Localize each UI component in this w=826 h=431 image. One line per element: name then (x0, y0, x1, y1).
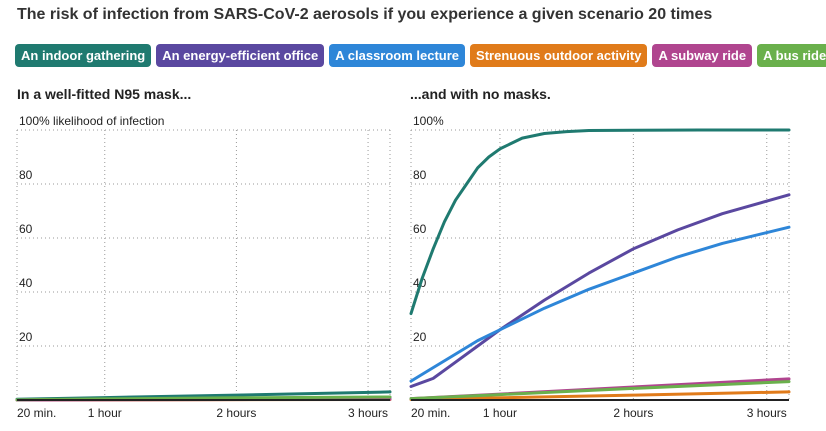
legend-classroom-lecture[interactable]: A classroom lecture (329, 44, 466, 67)
legend-energy-efficient-office[interactable]: An energy-efficient office (156, 44, 325, 67)
legend-subway-ride[interactable]: A subway ride (652, 44, 753, 67)
series-line-strenuous-outdoor-activity (409, 390, 791, 401)
y-tick-label: 40 (19, 276, 33, 290)
x-tick-label: 20 min. (17, 406, 56, 420)
legend-bus-ride[interactable]: A bus ride (757, 44, 826, 67)
series-line-a-classroom-lecture (409, 225, 791, 383)
left-chart-n95-mask: 20 40 60 80 100% likelihood of infection 20 m… (15, 114, 392, 420)
x-tick-label: 3 hours (747, 406, 787, 420)
right-chart-subtitle: ...and with no masks. (410, 86, 551, 102)
legend-strenuous-outdoor-activity[interactable]: Strenuous outdoor activity (470, 44, 648, 67)
y-tick-label: 100% likelihood of infection (19, 114, 164, 128)
y-tick-label: 80 (413, 168, 427, 182)
chart-title: The risk of infection from SARS-CoV-2 ae… (17, 6, 713, 23)
x-tick-label: 2 hours (613, 406, 653, 420)
y-tick-label: 80 (19, 168, 33, 182)
x-tick-label: 1 hour (483, 406, 517, 420)
legend-indoor-gathering[interactable]: An indoor gathering (15, 44, 152, 67)
y-tick-label: 60 (19, 222, 33, 236)
series-line-a-bus-ride (409, 380, 791, 401)
y-tick-label: 20 (19, 330, 33, 344)
y-tick-label: 20 (413, 330, 427, 344)
x-tick-label: 20 min. (411, 406, 450, 420)
series-line-an-energy-efficient-office (409, 193, 791, 388)
legend: An indoor gathering An energy-efficient … (15, 44, 826, 67)
left-chart-subtitle: In a well-fitted N95 mask... (17, 86, 192, 102)
x-tick-label: 3 hours (348, 406, 388, 420)
y-tick-label: 60 (413, 222, 427, 236)
series-line-an-indoor-gathering (409, 128, 791, 316)
x-tick-label: 2 hours (216, 406, 256, 420)
y-tick-label: 100% (413, 114, 444, 128)
x-tick-label: 1 hour (88, 406, 122, 420)
